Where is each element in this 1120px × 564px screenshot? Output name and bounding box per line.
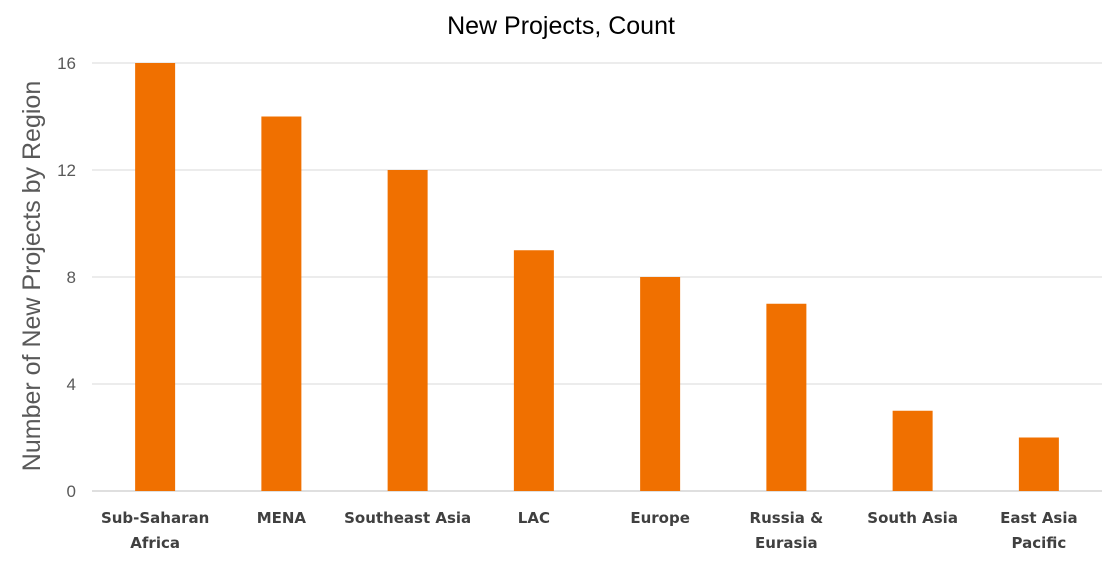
x-tick-label-line: Russia & [750,509,824,527]
y-tick-label: 8 [67,268,76,287]
x-tick-label-line: Pacific [1011,534,1066,552]
x-tick-label-line: Africa [130,534,180,552]
x-tick-label: LAC [518,509,550,527]
x-tick-label: East Asia Pacific [1000,509,1078,552]
bars [135,63,1059,491]
y-axis-label: Number of New Projects by Region [18,81,46,471]
x-tick-label-line: Sub-Saharan [101,509,209,527]
x-tick-labels: Sub-Saharan Africa MENA Southeast Asia LAC Eu… [101,509,1078,552]
x-tick-label-line: Eurasia [755,534,818,552]
y-tick-labels: 0 4 8 12 16 [57,54,76,501]
bar [1018,437,1059,491]
x-tick-label-line: East Asia [1000,509,1078,527]
bar [135,63,176,491]
bar [640,277,681,491]
x-tick-label: Sub-Saharan Africa [101,509,209,552]
x-tick-label-line: MENA [257,509,307,527]
x-tick-label: Southeast Asia [344,509,471,527]
chart-title: New Projects, Count [447,12,675,40]
bar [892,410,933,491]
bar [766,303,807,491]
bar [387,170,428,491]
x-tick-label: Russia & Eurasia [750,509,824,552]
x-tick-label-line: Europe [630,509,690,527]
y-tick-label: 0 [67,482,76,501]
x-tick-label: South Asia [867,509,958,527]
y-tick-label: 16 [57,54,76,73]
x-tick-label: Europe [630,509,690,527]
bar [261,116,302,491]
y-tick-label: 12 [57,161,76,180]
x-tick-label-line: Southeast Asia [344,509,471,527]
x-tick-label-line: LAC [518,509,550,527]
x-tick-label: MENA [257,509,307,527]
y-tick-label: 4 [67,375,76,394]
x-tick-label-line: South Asia [867,509,958,527]
gridlines [92,62,1102,492]
bar [513,250,554,491]
